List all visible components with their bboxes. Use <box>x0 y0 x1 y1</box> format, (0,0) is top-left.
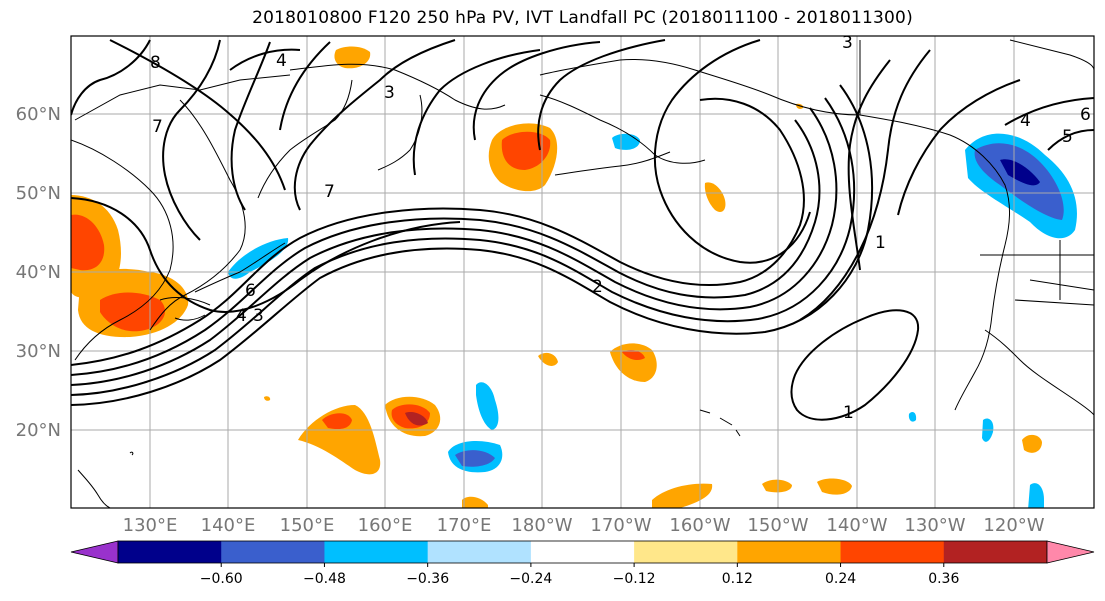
lon-label: 140°W <box>826 515 887 536</box>
colorbar-segment <box>427 541 532 563</box>
colorbar-label: −0.48 <box>303 571 346 587</box>
colorbar-label: −0.24 <box>509 571 552 587</box>
colorbar-extend-right <box>1046 540 1095 564</box>
lon-label: 130°E <box>123 515 178 536</box>
contour-label: 4 <box>236 306 247 326</box>
lat-label: 60°N <box>16 104 61 125</box>
colorbar-label: −0.12 <box>613 571 656 587</box>
contour-labels: 8 7 4 3 7 2 1 1 6 4 3 4 5 3 6 <box>150 33 1091 423</box>
contour-label: 7 <box>152 117 163 137</box>
colorbar-label: 0.36 <box>928 571 959 587</box>
map-frame <box>70 35 1095 509</box>
contour-label: 5 <box>1062 127 1073 147</box>
longitude-labels: 130°E 140°E 150°E 160°E 170°E 180°W 170°… <box>123 515 1045 536</box>
map-title: 2018010800 F120 250 hPa PV, IVT Landfall… <box>252 8 913 28</box>
colorbar-extend-left <box>70 540 119 564</box>
coastlines <box>71 39 1094 508</box>
lon-label: 170°E <box>437 515 492 536</box>
colorbar-label: −0.60 <box>200 571 243 587</box>
contour-label: 1 <box>875 233 886 253</box>
lon-label: 140°E <box>201 515 256 536</box>
pv-contours <box>71 39 1094 421</box>
lon-label: 150°W <box>747 515 808 536</box>
lat-label: 30°N <box>16 341 61 362</box>
contour-label: 4 <box>276 51 287 71</box>
colorbar-segment <box>943 541 1048 563</box>
lon-label: 170°W <box>590 515 651 536</box>
anomaly-shading <box>71 46 1077 508</box>
colorbar-segments <box>117 540 1048 564</box>
colorbar-label: 0.24 <box>825 571 856 587</box>
map-content: 8 7 4 3 7 2 1 1 6 4 3 4 5 3 6 <box>71 33 1094 508</box>
colorbar-segment <box>737 541 842 563</box>
lon-label: 160°E <box>358 515 413 536</box>
lat-label: 20°N <box>16 420 61 441</box>
colorbar-labels: −0.60 −0.48 −0.36 −0.24 −0.12 0.12 0.24 0.36 <box>200 563 959 587</box>
colorbar-label: 0.12 <box>722 571 753 587</box>
graticule <box>71 36 1094 508</box>
positive-anomaly-subtropical <box>298 405 381 475</box>
lon-label: 120°W <box>983 515 1044 536</box>
colorbar-segment <box>118 541 222 563</box>
contour-label: 6 <box>245 281 256 301</box>
contour-label: 3 <box>842 33 853 53</box>
lon-label: 150°E <box>280 515 335 536</box>
contour-label: 4 <box>1020 111 1031 131</box>
lon-label: 180°W <box>511 515 572 536</box>
latitude-labels: 60°N 50°N 40°N 30°N 20°N <box>16 104 61 441</box>
contour-label: 2 <box>592 277 603 297</box>
contour-label: 7 <box>324 182 335 202</box>
colorbar-label: −0.36 <box>406 571 449 587</box>
contour-label: 3 <box>253 306 264 326</box>
colorbar-segment <box>840 541 945 563</box>
colorbar-segment <box>221 541 325 563</box>
colorbar-segment <box>634 541 738 563</box>
lat-label: 50°N <box>16 183 61 204</box>
contour-label: 8 <box>150 53 161 73</box>
contour-label: 3 <box>384 83 395 103</box>
negative-anomaly-japan <box>228 238 289 279</box>
colorbar: −0.60 −0.48 −0.36 −0.24 −0.12 0.12 0.24 0.36 <box>70 540 1095 587</box>
contour-label: 6 <box>1080 105 1091 125</box>
lon-label: 130°W <box>904 515 965 536</box>
colorbar-segment <box>530 541 635 563</box>
lat-label: 40°N <box>16 262 61 283</box>
lon-label: 160°W <box>669 515 730 536</box>
contour-label: 1 <box>843 403 854 423</box>
colorbar-segment <box>324 541 429 563</box>
